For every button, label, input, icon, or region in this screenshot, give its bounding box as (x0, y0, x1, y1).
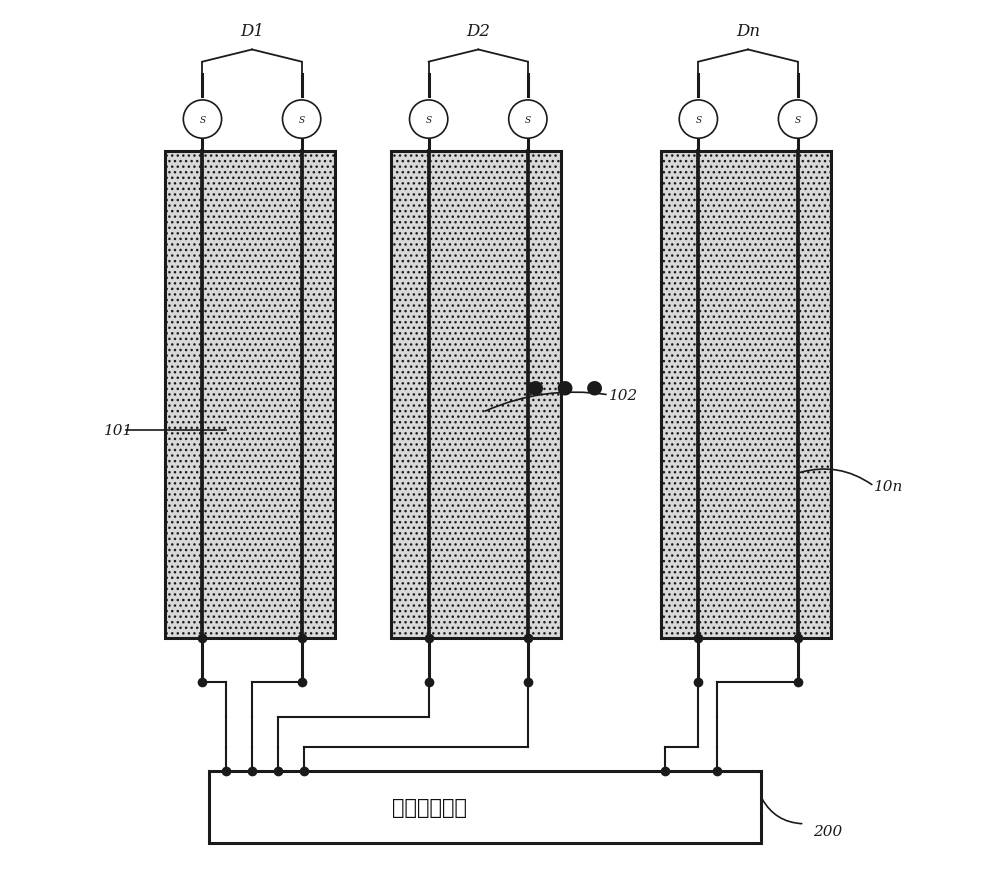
Circle shape (183, 101, 222, 139)
Text: D2: D2 (466, 23, 490, 40)
Text: S: S (695, 116, 701, 124)
Text: 监测驱动模块: 监测驱动模块 (392, 797, 467, 817)
Text: S: S (794, 116, 801, 124)
Circle shape (679, 101, 717, 139)
Text: S: S (199, 116, 206, 124)
Text: Dn: Dn (736, 23, 760, 40)
Text: S: S (525, 116, 531, 124)
Text: 200: 200 (813, 824, 842, 838)
Circle shape (509, 101, 547, 139)
Circle shape (283, 101, 321, 139)
Bar (165, 152, 335, 639)
Text: S: S (426, 116, 432, 124)
Circle shape (410, 101, 448, 139)
Text: S: S (299, 116, 305, 124)
Text: D1: D1 (240, 23, 264, 40)
Bar (209, 771, 761, 843)
Bar (661, 152, 831, 639)
Text: 10n: 10n (874, 480, 903, 494)
Bar (391, 152, 561, 639)
Text: ●  ●  ●: ● ● ● (527, 377, 603, 396)
Text: 102: 102 (609, 388, 638, 402)
Text: 101: 101 (104, 423, 133, 437)
Circle shape (778, 101, 817, 139)
